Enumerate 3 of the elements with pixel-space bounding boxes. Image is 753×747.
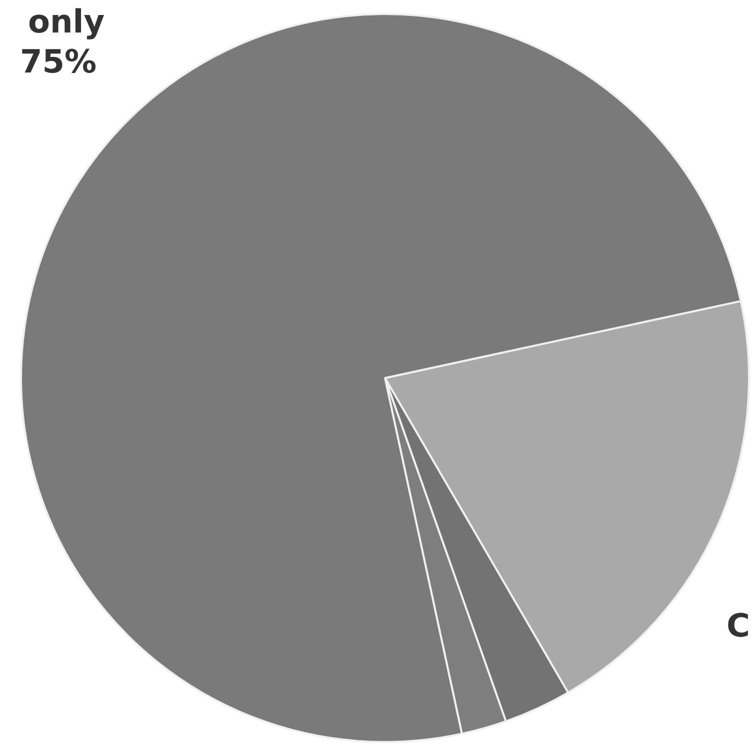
data-label: 75% xyxy=(20,42,97,80)
text: C xyxy=(726,606,750,644)
slice-label: only xyxy=(28,2,105,40)
